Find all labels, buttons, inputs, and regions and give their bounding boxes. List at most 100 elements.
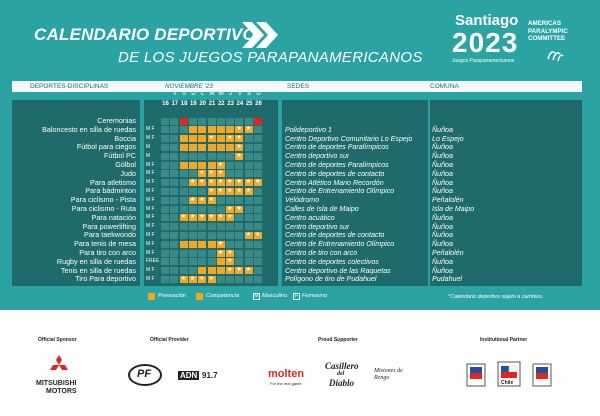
schedule-cell	[188, 178, 197, 187]
schedule-cell	[188, 143, 197, 151]
comuna-name: Ñuñoa	[432, 257, 453, 266]
schedule-cell	[161, 240, 169, 248]
ministry-shield-icon	[532, 363, 552, 387]
schedule-cell	[235, 214, 244, 222]
schedule-cell	[244, 187, 253, 195]
sport-name: Tenis en silla de ruedas	[60, 265, 136, 275]
schedule-cell	[244, 214, 253, 222]
gender-tag: FREE	[146, 258, 160, 265]
sport-name: Para atletismo	[90, 177, 136, 187]
sport-name: Tiro Para deportivo	[75, 274, 136, 284]
schedule-cell	[179, 223, 188, 231]
brand-year: 2023	[452, 27, 519, 58]
proud-supporter-label: Proud Supporter	[318, 337, 358, 343]
sport-name: Para taekwondo	[84, 230, 136, 240]
day-number: 16	[162, 101, 169, 107]
schedule-cell	[216, 169, 225, 178]
comuna-name: Lo Espejo	[432, 134, 464, 143]
schedule-cell	[216, 196, 225, 204]
schedule-cell	[179, 249, 188, 257]
sport-name: Gólbol	[115, 160, 136, 169]
schedule-cell	[179, 231, 188, 239]
venue-name: Calles de Isla de Maipo	[285, 205, 359, 213]
brand-city: Santiago	[455, 12, 519, 29]
schedule-cell	[235, 134, 244, 143]
day-number: 21	[208, 101, 216, 107]
schedule-cell	[254, 117, 262, 125]
gender-tag: M F	[146, 187, 155, 194]
schedule-cell	[216, 187, 225, 195]
schedule-cell	[161, 135, 169, 143]
sport-name: Para natación	[91, 212, 136, 222]
schedule-cell	[226, 170, 235, 178]
schedule-cell	[254, 231, 262, 239]
comuna-name: Ñuñoa	[432, 240, 453, 249]
gender-tag: M F	[146, 170, 155, 177]
schedule-cell	[235, 117, 244, 125]
schedule-cell	[226, 134, 235, 143]
schedule-cell	[216, 267, 225, 275]
schedule-cell	[244, 231, 253, 239]
schedule-cell	[170, 258, 179, 266]
schedule-cell	[188, 213, 197, 222]
schedule-cell	[244, 266, 253, 275]
schedule-cell	[198, 196, 207, 204]
schedule-cell	[216, 178, 225, 187]
gender-tag: M F	[146, 240, 155, 247]
schedule-cell	[179, 170, 188, 178]
schedule-cell	[170, 240, 179, 248]
day-number: 18	[180, 101, 188, 107]
day-letter: S	[182, 91, 187, 97]
schedule-cell	[188, 240, 197, 248]
schedule-cell	[235, 223, 244, 231]
schedule-cell	[254, 152, 262, 160]
schedule-cell	[226, 152, 235, 160]
schedule-cell	[161, 258, 169, 266]
schedule-cell	[170, 135, 179, 143]
schedule-cell	[207, 249, 216, 257]
schedule-cell	[170, 231, 179, 239]
schedule-cell	[170, 249, 179, 257]
comuna-name: Ñuñoa	[432, 178, 453, 187]
schedule-cell	[161, 117, 169, 125]
schedule-cell	[179, 275, 188, 283]
schedule-cell	[216, 249, 225, 257]
comuna-name: Ñuñoa	[432, 187, 453, 196]
day-number: 25	[245, 101, 253, 107]
comuna-name: Ñuñoa	[432, 143, 453, 152]
institutional-partner-label: Institutional Partner	[480, 337, 528, 343]
day-letter: V	[237, 91, 242, 97]
schedule-cell	[207, 187, 216, 195]
legend-medal-label: Premiación	[158, 293, 186, 299]
day-number: 22	[217, 101, 225, 107]
venue-name: Centro de deportes de contacto	[285, 169, 385, 178]
schedule-cell	[198, 187, 207, 195]
schedule-cell	[235, 170, 244, 178]
schedule-cell	[198, 117, 207, 125]
schedule-cell	[216, 205, 225, 213]
comuna-name: Ñuñoa	[432, 169, 453, 178]
schedule-cell	[198, 161, 207, 169]
schedule-cell	[254, 170, 262, 178]
official-provider-label: Official Provider	[150, 337, 189, 343]
schedule-cell	[198, 267, 207, 275]
chile-badge-icon	[497, 361, 521, 387]
schedule-cell	[188, 258, 197, 266]
schedule-cell	[254, 178, 262, 187]
mitsubishi-logo-icon	[50, 355, 68, 370]
sport-name: Fútbol PC	[104, 151, 136, 161]
schedule-cell	[188, 170, 197, 178]
sport-name: Boccia	[114, 133, 136, 143]
legend-male-box: M	[253, 293, 260, 300]
official-sponsor-label: Official Sponsor	[38, 337, 77, 343]
schedule-cell	[216, 143, 225, 151]
schedule-cell	[207, 267, 216, 275]
schedule-cell	[226, 249, 235, 257]
schedule-cell	[207, 161, 216, 169]
day-number: 19	[190, 101, 197, 107]
venue-name: Polígono de tiro de Pudahuel	[285, 275, 377, 284]
molten-tagline: For the real game	[270, 381, 302, 386]
schedule-cell	[207, 134, 216, 143]
gender-tag: M F	[146, 196, 155, 203]
gender-tag: M F	[146, 205, 155, 212]
